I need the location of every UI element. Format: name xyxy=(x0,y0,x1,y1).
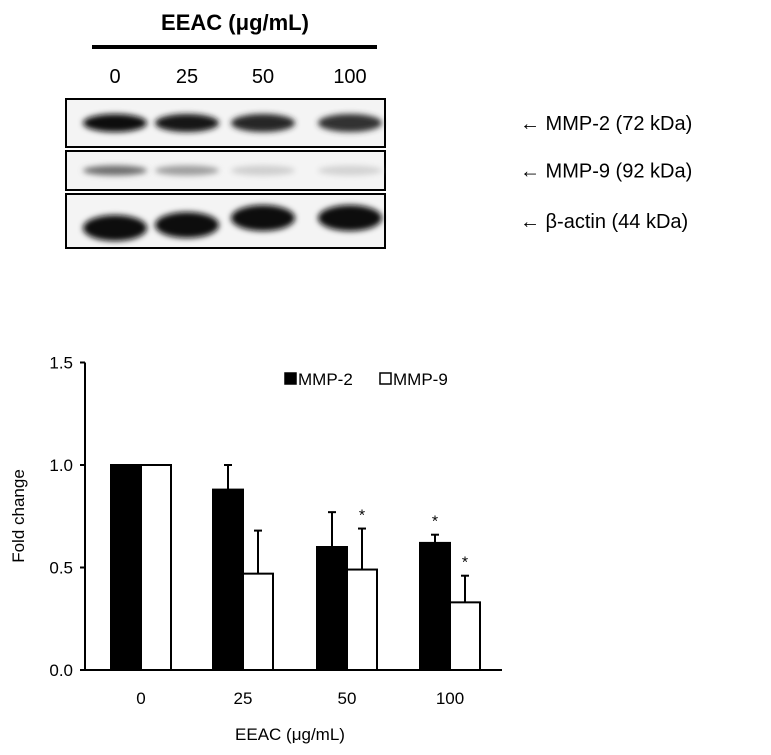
legend-swatch-mmp-9 xyxy=(379,372,392,385)
blot-row-2: ← β-actin (44 kDa) xyxy=(65,193,688,249)
significance-marker: * xyxy=(462,555,468,572)
protein-band xyxy=(231,114,295,132)
protein-band xyxy=(318,165,382,176)
legend-label: MMP-2 xyxy=(298,370,353,389)
bar-mmp-2 xyxy=(419,541,451,672)
y-tick-label: 1.0 xyxy=(49,456,73,475)
protein-band xyxy=(231,205,295,231)
protein-band xyxy=(83,165,147,176)
x-tick-label: 25 xyxy=(234,689,253,708)
protein-band xyxy=(83,215,147,241)
bar-mmp-2 xyxy=(316,546,348,671)
blot-row-0: ← MMP-2 (72 kDa) xyxy=(65,98,692,148)
protein-band xyxy=(155,114,219,132)
protein-band xyxy=(318,114,382,132)
y-axis-label: Fold change xyxy=(9,469,28,563)
protein-band xyxy=(155,212,219,238)
blot-row-label: ← MMP-9 (92 kDa) xyxy=(520,161,692,183)
significance-marker: * xyxy=(432,514,438,531)
legend-label: MMP-9 xyxy=(393,370,448,389)
blot-title: EEAC (μg/mL) xyxy=(161,10,309,35)
y-tick-label: 0.5 xyxy=(49,559,73,578)
lane-label: 100 xyxy=(333,66,366,88)
x-axis-label: EEAC (μg/mL) xyxy=(235,725,345,744)
protein-band xyxy=(318,205,382,231)
lane-label: 50 xyxy=(252,66,274,88)
bar-mmp-9 xyxy=(449,601,481,671)
x-tick-label: 0 xyxy=(136,689,145,708)
bar-mmp-9 xyxy=(242,572,274,672)
protein-band xyxy=(155,165,219,176)
x-tick-label: 50 xyxy=(338,689,357,708)
significance-marker: * xyxy=(359,508,365,525)
bar-mmp-2 xyxy=(110,464,142,671)
y-tick-label: 1.5 xyxy=(49,354,73,373)
lane-label: 0 xyxy=(109,66,120,88)
bar-mmp-2 xyxy=(212,488,244,671)
protein-band xyxy=(231,165,295,176)
lane-label: 25 xyxy=(176,66,198,88)
x-tick-label: 100 xyxy=(436,689,464,708)
blot-row-label: ← β-actin (44 kDa) xyxy=(520,211,688,233)
bar-mmp-9 xyxy=(346,568,378,671)
y-tick-label: 0.0 xyxy=(49,661,73,680)
blot-row-label: ← MMP-2 (72 kDa) xyxy=(520,113,692,135)
legend-swatch-mmp-2 xyxy=(284,372,297,385)
bar-mmp-9 xyxy=(140,464,172,671)
protein-band xyxy=(83,114,147,132)
blot-row-1: ← MMP-9 (92 kDa) xyxy=(65,150,692,191)
